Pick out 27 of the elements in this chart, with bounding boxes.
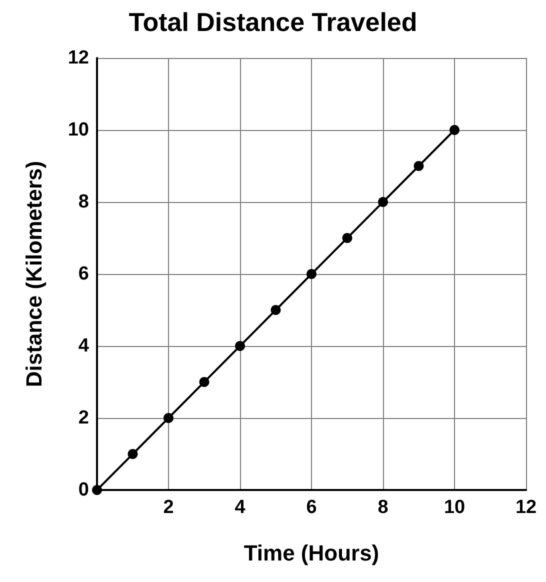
point <box>342 233 352 243</box>
x-tick-label: 8 <box>378 497 388 518</box>
chart-title: Total Distance Traveled <box>128 7 418 37</box>
y-tick-label: 4 <box>78 336 90 356</box>
y-axis-title: Distance (Kilometers) <box>22 160 46 388</box>
x-tick-label: 10 <box>444 497 466 518</box>
point <box>235 341 245 351</box>
x-axis-title: Time (Hours) <box>244 540 380 566</box>
point <box>199 377 210 387</box>
x-tick-label: 6 <box>306 497 317 518</box>
point <box>92 485 102 495</box>
x-tick-label: 4 <box>234 497 246 518</box>
y-tick-label: 10 <box>68 120 89 140</box>
point <box>164 413 174 423</box>
y-tick-label: 0 <box>78 480 89 500</box>
point <box>306 269 316 279</box>
point <box>450 125 460 135</box>
point <box>414 161 424 171</box>
y-tick-label: 2 <box>78 408 89 428</box>
point <box>128 449 138 459</box>
x-tick-label: 12 <box>515 497 537 518</box>
x-tick-label: 2 <box>163 497 174 518</box>
point <box>378 197 388 207</box>
point <box>270 305 281 315</box>
y-tick-label: 12 <box>68 48 89 68</box>
y-tick-label: 6 <box>78 264 89 284</box>
y-tick-label: 8 <box>78 192 89 212</box>
